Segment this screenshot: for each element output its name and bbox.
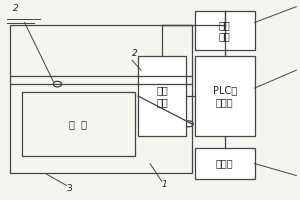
Bar	[195, 56, 254, 136]
Text: 2: 2	[132, 49, 138, 58]
Text: PLC控
制模块: PLC控 制模块	[213, 85, 237, 107]
Bar	[138, 56, 186, 136]
Text: 2: 2	[13, 4, 18, 13]
Text: 集成
电路: 集成 电路	[156, 85, 168, 107]
Text: 温控
部件: 温控 部件	[219, 20, 230, 41]
Bar	[195, 148, 254, 179]
Bar	[10, 25, 192, 173]
Text: 铸  型: 铸 型	[69, 119, 87, 129]
Text: 3: 3	[66, 184, 72, 193]
Bar	[22, 92, 135, 156]
Text: 液压阀: 液压阀	[216, 159, 233, 169]
Text: 1: 1	[162, 180, 168, 189]
Bar	[195, 11, 254, 50]
